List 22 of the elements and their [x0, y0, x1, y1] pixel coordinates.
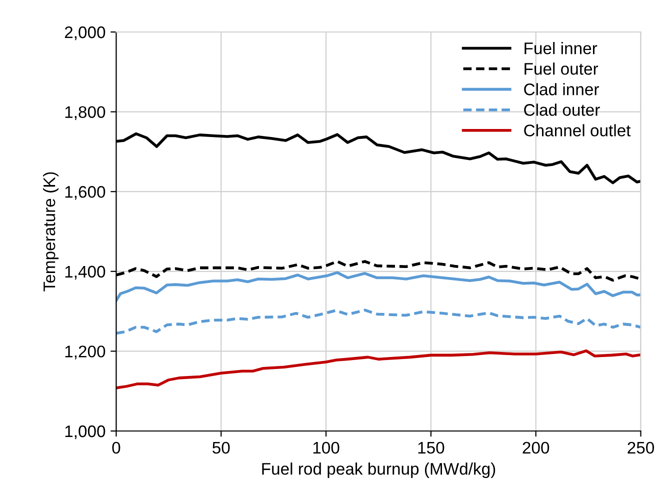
x-tick-label: 100 — [313, 442, 340, 454]
legend-label: Channel outlet — [524, 124, 631, 136]
y-tick-label: 2,000 — [64, 26, 106, 40]
legend-label: Fuel inner — [524, 42, 598, 54]
x-tick-label: 250 — [628, 442, 654, 454]
y-tick-label: 1,000 — [65, 425, 106, 440]
x-axis-title: Fuel rod peak burnup (MWd/kg) — [262, 462, 496, 478]
legend-label: Fuel outer — [524, 62, 598, 75]
y-tick-label: 1,600 — [65, 186, 106, 200]
y-tick-label: 1,200 — [65, 346, 106, 360]
line-series — [116, 308, 641, 335]
legend-label: Clad outer — [524, 104, 600, 116]
legend-label: Clad inner — [524, 83, 599, 96]
line-series — [116, 271, 641, 302]
x-tick-label: 0 — [112, 442, 120, 454]
x-tick-label: 200 — [522, 442, 550, 454]
x-tick-label: 150 — [418, 442, 444, 454]
y-tick-label: 1,400 — [65, 266, 106, 280]
y-tick-label: 1,800 — [65, 106, 106, 120]
x-tick-label: 50 — [212, 442, 230, 454]
y-axis-title: Temperature (K) — [42, 172, 59, 292]
line-series — [116, 349, 641, 390]
